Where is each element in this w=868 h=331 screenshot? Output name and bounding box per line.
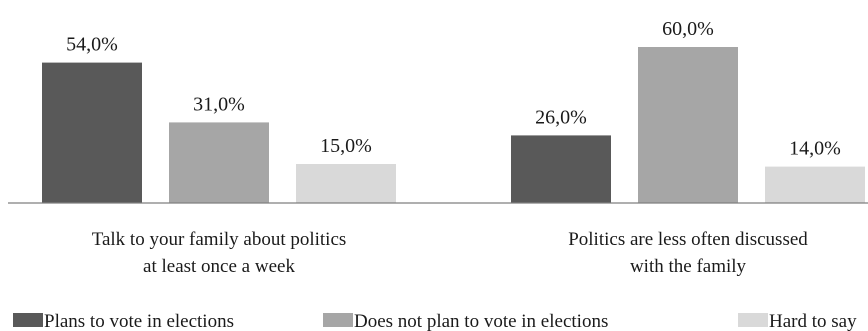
value-label-2-1: 26,0% (535, 106, 587, 128)
value-label-1-3: 15,0% (320, 135, 372, 157)
bars-group (42, 47, 865, 203)
legend: Plans to vote in elections Does not plan … (13, 311, 857, 331)
bar-1-1 (42, 62, 142, 203)
value-label-2-2: 60,0% (662, 18, 714, 40)
value-labels-group: 54,0% 31,0% 15,0% 26,0% 60,0% 14,0% (66, 18, 841, 160)
category-label-1-line-2: at least once a week (143, 256, 295, 277)
bar-1-2 (169, 122, 269, 203)
category-label-2-line-1: Politics are less often discussed (568, 229, 808, 250)
category-labels-group: Talk to your family about politics at lea… (92, 229, 809, 277)
legend-swatch-2 (323, 313, 353, 327)
value-label-1-1: 54,0% (66, 34, 118, 56)
legend-label-3: Hard to say (769, 311, 857, 331)
legend-swatch-3 (738, 313, 768, 327)
legend-label-2: Does not plan to vote in elections (354, 311, 608, 331)
legend-label-1: Plans to vote in elections (44, 311, 234, 331)
bar-1-3 (296, 164, 396, 203)
bar-2-3 (765, 166, 865, 203)
value-label-2-3: 14,0% (789, 138, 841, 160)
legend-swatch-1 (13, 313, 43, 327)
value-label-1-2: 31,0% (193, 93, 245, 115)
category-label-2-line-2: with the family (630, 256, 747, 277)
bar-2-2 (638, 47, 738, 203)
category-label-1-line-1: Talk to your family about politics (92, 229, 347, 250)
bar-2-1 (511, 135, 611, 203)
